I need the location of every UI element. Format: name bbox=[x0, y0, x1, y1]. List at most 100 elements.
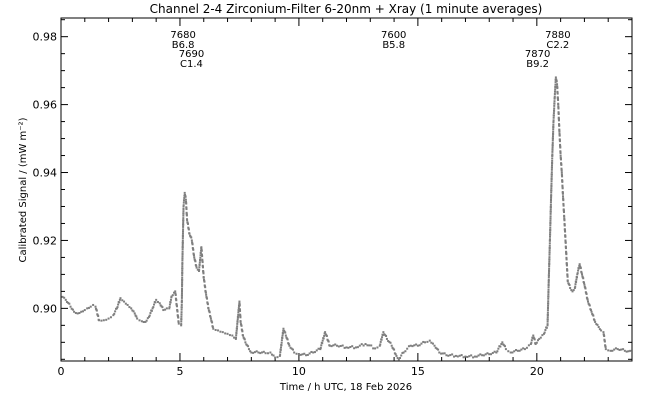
data-point bbox=[305, 354, 308, 357]
data-point bbox=[551, 164, 554, 167]
data-point bbox=[343, 346, 346, 349]
data-point bbox=[548, 256, 551, 259]
data-point bbox=[169, 301, 172, 304]
data-point bbox=[237, 316, 240, 319]
data-point bbox=[563, 215, 566, 218]
data-point bbox=[549, 212, 552, 215]
data-point bbox=[183, 196, 186, 199]
data-point bbox=[334, 343, 337, 346]
data-point bbox=[94, 305, 97, 308]
data-point bbox=[65, 300, 68, 303]
data-point bbox=[409, 344, 412, 347]
data-point bbox=[182, 208, 185, 211]
data-point bbox=[200, 246, 203, 249]
data-point bbox=[564, 241, 567, 244]
data-point bbox=[123, 300, 126, 303]
data-point bbox=[548, 249, 551, 252]
data-point bbox=[67, 301, 70, 304]
data-point bbox=[433, 344, 436, 347]
data-point bbox=[549, 222, 552, 225]
data-point bbox=[239, 320, 242, 323]
data-point bbox=[552, 120, 555, 123]
data-point bbox=[138, 319, 141, 322]
data-point bbox=[547, 288, 550, 291]
data-point bbox=[546, 320, 549, 323]
data-point bbox=[165, 307, 168, 310]
data-point bbox=[102, 319, 105, 322]
data-point bbox=[547, 295, 550, 298]
data-point bbox=[424, 341, 427, 344]
data-point bbox=[349, 346, 352, 349]
data-point bbox=[321, 342, 324, 345]
data-point bbox=[180, 300, 183, 303]
data-point bbox=[272, 354, 275, 357]
data-point bbox=[145, 319, 148, 322]
data-point bbox=[622, 348, 625, 351]
data-point bbox=[323, 332, 326, 335]
data-point bbox=[535, 341, 538, 344]
data-point bbox=[545, 326, 548, 329]
data-point bbox=[564, 247, 567, 250]
data-point bbox=[473, 355, 476, 358]
data-point bbox=[116, 306, 119, 309]
data-point bbox=[70, 307, 73, 310]
data-point bbox=[270, 353, 273, 356]
data-point bbox=[550, 187, 553, 190]
data-point bbox=[549, 201, 552, 204]
data-point bbox=[623, 349, 626, 352]
data-point bbox=[297, 353, 300, 356]
data-point bbox=[128, 306, 131, 309]
data-point bbox=[575, 276, 578, 279]
data-point bbox=[549, 231, 552, 234]
data-point bbox=[252, 351, 255, 354]
data-point bbox=[533, 338, 536, 341]
data-point bbox=[269, 351, 272, 354]
data-point bbox=[558, 134, 561, 137]
data-point bbox=[78, 312, 81, 315]
data-point bbox=[192, 248, 195, 251]
data-point bbox=[557, 112, 560, 115]
data-point bbox=[69, 305, 72, 308]
data-point bbox=[395, 354, 398, 357]
data-point bbox=[262, 350, 265, 353]
data-point bbox=[549, 203, 552, 206]
data-point bbox=[546, 323, 549, 326]
data-point bbox=[233, 336, 236, 339]
data-point bbox=[520, 348, 523, 351]
data-point bbox=[280, 344, 283, 347]
data-point bbox=[501, 341, 504, 344]
data-point bbox=[238, 300, 241, 303]
data-point bbox=[550, 195, 553, 198]
data-point bbox=[181, 281, 184, 284]
data-point bbox=[625, 350, 628, 353]
data-point bbox=[596, 323, 599, 326]
data-point bbox=[404, 350, 407, 353]
data-point bbox=[100, 319, 103, 322]
data-point bbox=[603, 340, 606, 343]
data-point bbox=[175, 305, 178, 308]
data-point bbox=[221, 331, 224, 334]
data-point bbox=[468, 355, 471, 358]
x-tick-label: 0 bbox=[58, 365, 65, 378]
data-point bbox=[327, 340, 330, 343]
data-point bbox=[547, 281, 550, 284]
data-point bbox=[198, 268, 201, 271]
data-point bbox=[385, 337, 388, 340]
data-point bbox=[198, 261, 201, 264]
data-point bbox=[180, 318, 183, 321]
data-point bbox=[426, 340, 429, 343]
data-point bbox=[181, 265, 184, 268]
data-point bbox=[97, 315, 100, 318]
data-point bbox=[548, 253, 551, 256]
data-point bbox=[546, 316, 549, 319]
data-point bbox=[301, 353, 304, 356]
data-point bbox=[199, 252, 202, 255]
data-point bbox=[393, 348, 396, 351]
data-point bbox=[198, 266, 201, 269]
data-point bbox=[312, 351, 315, 354]
data-point bbox=[390, 344, 393, 347]
data-point bbox=[549, 229, 552, 232]
data-point bbox=[562, 204, 565, 207]
data-point bbox=[235, 329, 238, 332]
data-point bbox=[295, 352, 298, 355]
